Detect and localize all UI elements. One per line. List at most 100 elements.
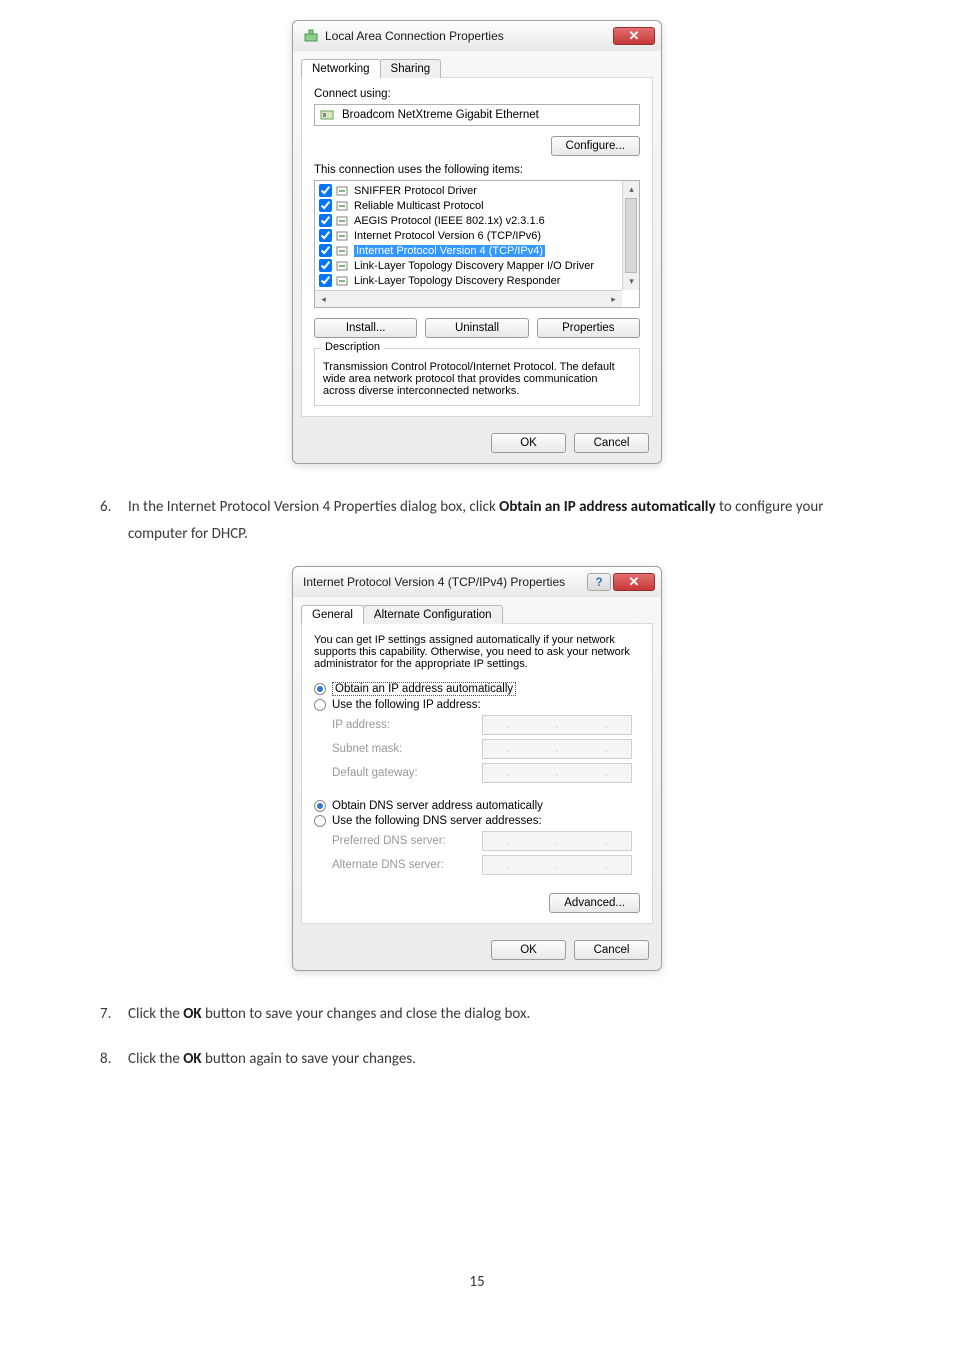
tabs: Networking Sharing	[301, 59, 653, 78]
connect-using-label: Connect using:	[314, 88, 640, 100]
ip-fields: IP address:... Subnet mask:... Default g…	[332, 715, 640, 783]
radio-icon[interactable]	[314, 800, 326, 812]
step-number: 8.	[100, 1046, 128, 1073]
radio-icon[interactable]	[314, 699, 326, 711]
step-text: Click the OK button again to save your c…	[128, 1046, 416, 1073]
radio-use-ip[interactable]: Use the following IP address:	[314, 699, 640, 711]
dialog-title: Internet Protocol Version 4 (TCP/IPv4) P…	[303, 575, 587, 589]
protocol-icon	[336, 215, 350, 227]
titlebar: Local Area Connection Properties ✕	[293, 21, 661, 51]
intro-text: You can get IP settings assigned automat…	[314, 634, 640, 670]
close-icon[interactable]: ✕	[613, 573, 655, 591]
step-number: 6.	[100, 494, 128, 548]
cancel-button[interactable]: Cancel	[574, 940, 649, 960]
preferred-dns-label: Preferred DNS server:	[332, 835, 482, 847]
list-item[interactable]: Link-Layer Topology Discovery Responder	[317, 273, 637, 288]
step-text: Click the OK button to save your changes…	[128, 1001, 530, 1028]
list-item-selected[interactable]: Internet Protocol Version 4 (TCP/IPv4)	[317, 243, 637, 258]
tab-sharing[interactable]: Sharing	[380, 59, 442, 78]
scrollbar-horizontal[interactable]: ◂ ▸	[315, 290, 622, 307]
scroll-down-icon[interactable]: ▾	[623, 273, 640, 290]
advanced-button[interactable]: Advanced...	[549, 893, 640, 913]
list-item[interactable]: AEGIS Protocol (IEEE 802.1x) v2.3.1.6	[317, 213, 637, 228]
list-item[interactable]: Internet Protocol Version 6 (TCP/IPv6)	[317, 228, 637, 243]
cancel-button[interactable]: Cancel	[574, 433, 649, 453]
checkbox[interactable]	[319, 214, 332, 227]
radio-icon[interactable]	[314, 683, 326, 695]
step-text-pre: In the Internet Protocol Version 4 Prope…	[128, 498, 499, 516]
description-text: Transmission Control Protocol/Internet P…	[323, 361, 631, 397]
titlebar: Internet Protocol Version 4 (TCP/IPv4) P…	[293, 567, 661, 597]
configure-button[interactable]: Configure...	[551, 136, 640, 156]
protocol-icon	[336, 230, 350, 242]
tab-alternate[interactable]: Alternate Configuration	[363, 605, 503, 624]
description-heading: Description	[321, 341, 384, 353]
items-label: This connection uses the following items…	[314, 164, 640, 176]
network-icon	[303, 28, 319, 44]
dialog-body: Connect using: Broadcom NetXtreme Gigabi…	[301, 77, 653, 417]
protocol-list[interactable]: SNIFFER Protocol Driver Reliable Multica…	[314, 180, 640, 308]
checkbox[interactable]	[319, 274, 332, 287]
checkbox[interactable]	[319, 199, 332, 212]
step-text-pre: Click the	[128, 1050, 183, 1068]
alternate-dns-label: Alternate DNS server:	[332, 859, 482, 871]
protocol-icon	[336, 185, 350, 197]
proto-label: Link-Layer Topology Discovery Mapper I/O…	[354, 260, 594, 272]
properties-button[interactable]: Properties	[537, 318, 640, 338]
step-8: 8. Click the OK button again to save you…	[100, 1046, 884, 1073]
lan-connection-properties-dialog: Local Area Connection Properties ✕ Netwo…	[292, 20, 662, 464]
subnet-field: ...	[482, 739, 632, 759]
checkbox[interactable]	[319, 229, 332, 242]
proto-label: Link-Layer Topology Discovery Responder	[354, 275, 560, 287]
adapter-name: Broadcom NetXtreme Gigabit Ethernet	[342, 109, 539, 121]
radio-auto-ip[interactable]: Obtain an IP address automatically	[314, 682, 640, 696]
tab-networking[interactable]: Networking	[301, 59, 381, 78]
ipv4-properties-dialog: Internet Protocol Version 4 (TCP/IPv4) P…	[292, 566, 662, 971]
dialog-body: You can get IP settings assigned automat…	[301, 623, 653, 924]
tabs: General Alternate Configuration	[301, 605, 653, 624]
protocol-icon	[336, 260, 350, 272]
install-button[interactable]: Install...	[314, 318, 417, 338]
list-item[interactable]: SNIFFER Protocol Driver	[317, 183, 637, 198]
radio-auto-dns[interactable]: Obtain DNS server address automatically	[314, 800, 640, 812]
step-text-bold: OK	[183, 1005, 201, 1023]
scroll-right-icon[interactable]: ▸	[605, 291, 622, 308]
proto-label: Reliable Multicast Protocol	[354, 200, 484, 212]
button-row: Install... Uninstall Properties	[314, 318, 640, 338]
adapter-icon	[320, 108, 336, 122]
help-icon[interactable]: ?	[587, 573, 611, 591]
checkbox[interactable]	[319, 244, 332, 257]
uninstall-button[interactable]: Uninstall	[425, 318, 528, 338]
description-group: Description Transmission Control Protoco…	[314, 348, 640, 406]
dialog-title: Local Area Connection Properties	[325, 29, 613, 43]
scroll-left-icon[interactable]: ◂	[315, 291, 332, 308]
ok-button[interactable]: OK	[491, 433, 566, 453]
adapter-field: Broadcom NetXtreme Gigabit Ethernet	[314, 104, 640, 126]
radio-label: Obtain an IP address automatically	[332, 682, 516, 696]
step-text-bold: Obtain an IP address automatically	[499, 498, 715, 516]
close-icon[interactable]: ✕	[613, 27, 655, 45]
tab-general[interactable]: General	[301, 605, 364, 624]
step-text: In the Internet Protocol Version 4 Prope…	[128, 494, 884, 548]
radio-label: Obtain DNS server address automatically	[332, 800, 543, 812]
ok-button[interactable]: OK	[491, 940, 566, 960]
radio-use-dns[interactable]: Use the following DNS server addresses:	[314, 815, 640, 827]
list-item[interactable]: Reliable Multicast Protocol	[317, 198, 637, 213]
gateway-label: Default gateway:	[332, 767, 482, 779]
list-item[interactable]: Link-Layer Topology Discovery Mapper I/O…	[317, 258, 637, 273]
step-7: 7. Click the OK button to save your chan…	[100, 1001, 884, 1028]
preferred-dns-field: ...	[482, 831, 632, 851]
radio-icon[interactable]	[314, 815, 326, 827]
checkbox[interactable]	[319, 184, 332, 197]
step-text-bold: OK	[183, 1050, 201, 1068]
scroll-up-icon[interactable]: ▴	[623, 181, 640, 198]
proto-label: Internet Protocol Version 6 (TCP/IPv6)	[354, 230, 541, 242]
alternate-dns-field: ...	[482, 855, 632, 875]
step-number: 7.	[100, 1001, 128, 1028]
step-text-post: button to save your changes and close th…	[202, 1005, 531, 1023]
ip-address-field: ...	[482, 715, 632, 735]
proto-label: AEGIS Protocol (IEEE 802.1x) v2.3.1.6	[354, 215, 545, 227]
ip-address-label: IP address:	[332, 719, 482, 731]
checkbox[interactable]	[319, 259, 332, 272]
scrollbar-vertical[interactable]: ▴ ▾	[622, 181, 639, 290]
